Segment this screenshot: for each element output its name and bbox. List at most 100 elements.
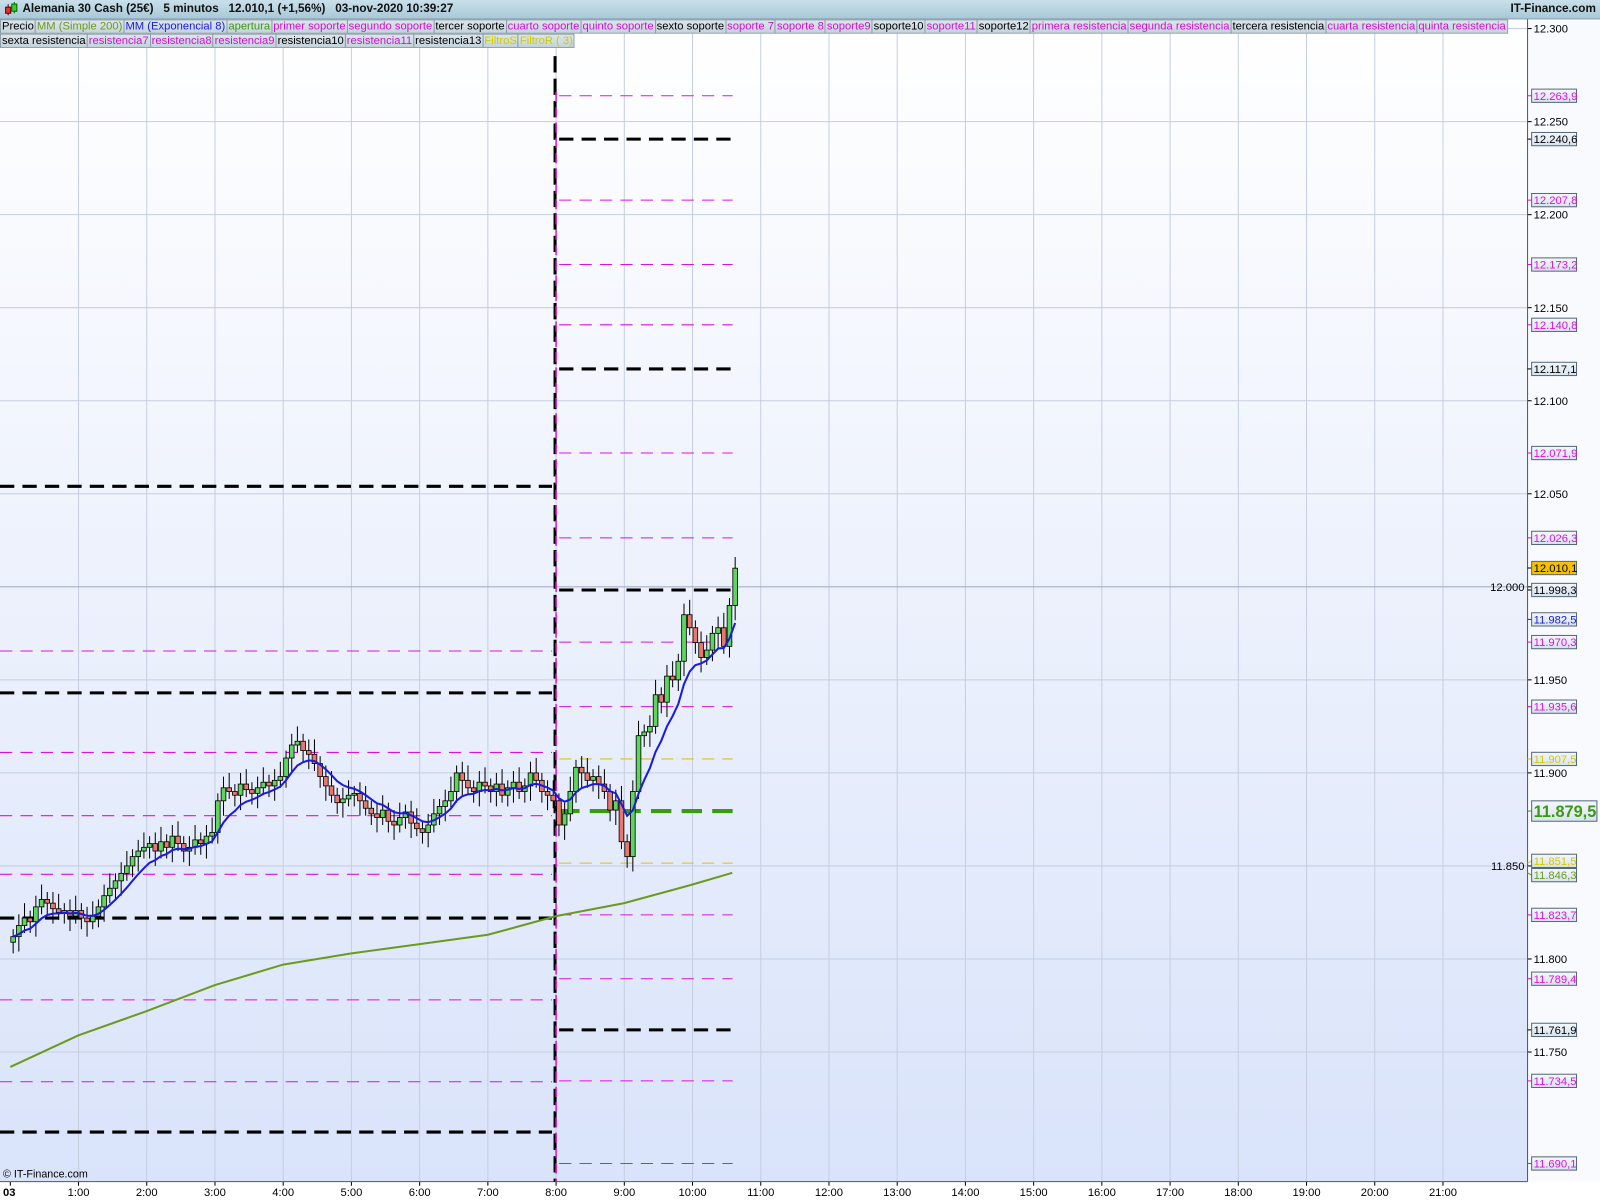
legend-item[interactable]: resistencia7 (86, 33, 151, 48)
candle-body (396, 817, 403, 826)
x-tick-label: 19:00 (1292, 1187, 1320, 1199)
candle (175, 821, 181, 852)
legend-item[interactable]: FiltroR ( 3) (517, 33, 575, 48)
candle-body (323, 776, 329, 787)
y-tick-label: 12.100 (1534, 396, 1568, 408)
legend-item[interactable]: primera resistencia (1029, 19, 1129, 34)
legend-item[interactable]: soporte 8 (774, 19, 826, 34)
candle (294, 726, 301, 753)
candle-body (334, 794, 340, 804)
candle-body (556, 800, 562, 826)
candle (698, 631, 704, 673)
candle-body (135, 850, 141, 858)
legend-item[interactable]: Precio (0, 19, 36, 34)
legend-item[interactable]: tercer soporte (433, 19, 507, 34)
candle (556, 793, 562, 837)
legend-item[interactable]: soporte11 (924, 19, 978, 34)
candle-body (271, 779, 278, 787)
x-tick-label: 11:00 (747, 1187, 774, 1199)
legend-item[interactable]: resistencia13 (413, 33, 484, 48)
candle-body (266, 781, 272, 787)
candle-body (647, 725, 653, 733)
legend-item[interactable]: segunda resistencia (1127, 19, 1232, 34)
legend-item[interactable]: cuarto soporte (505, 19, 582, 34)
candle (658, 687, 665, 714)
legend-item[interactable]: MM (Exponencial 8) (123, 19, 228, 34)
candle-body (16, 925, 22, 938)
y-tick-label: 11.800 (1534, 954, 1567, 966)
candle (396, 802, 403, 833)
candle (391, 810, 397, 840)
axis-label-box (1531, 1073, 1578, 1089)
legend-item[interactable]: primer soporte (271, 19, 348, 34)
legend-item[interactable]: quinto soporte (580, 19, 656, 34)
candle-body (294, 740, 301, 746)
candle (107, 873, 113, 904)
x-tick-label: 16:00 (1088, 1187, 1116, 1199)
candle-body (158, 841, 164, 852)
x-tick-label: 20:00 (1361, 1187, 1389, 1199)
candle (459, 761, 466, 796)
candle-body (55, 908, 62, 913)
legend-item[interactable]: tercera resistencia (1230, 19, 1327, 34)
axis-label-text: 12.173,2 (1534, 260, 1578, 272)
candle (220, 776, 227, 816)
candle (379, 795, 386, 826)
candle-body (436, 805, 443, 815)
candle-body (675, 660, 682, 681)
candle-body (340, 798, 346, 804)
legend-item[interactable]: soporte12 (976, 19, 1031, 34)
legend-item[interactable]: soporte10 (871, 19, 926, 34)
candle-body (681, 614, 687, 662)
legend-item[interactable]: quinta resistencia (1416, 19, 1508, 34)
candle (550, 780, 556, 809)
legend-item[interactable]: FiltroS (482, 33, 519, 48)
candle-body (232, 791, 238, 796)
candle-body (175, 835, 181, 845)
legend-item[interactable]: segundo soporte (346, 19, 435, 34)
candle-body (482, 781, 488, 787)
axis-label-box (1531, 317, 1578, 332)
legend-item[interactable]: soporte 7 (725, 19, 776, 34)
axis-label-box (1531, 582, 1578, 598)
candle-body (692, 627, 699, 644)
candle (584, 758, 591, 788)
brand-label[interactable]: IT-Finance.com (1510, 3, 1596, 16)
candle (135, 839, 141, 872)
candle-body (288, 744, 295, 759)
legend-item[interactable]: resistencia10 (275, 33, 346, 48)
x-tick-label: 10:00 (678, 1187, 706, 1199)
axis-label-box (1531, 560, 1578, 576)
legend-item[interactable]: resistencia9 (212, 33, 277, 48)
legend-row-2: sexta resistencia resistencia7 resistencia… (0, 33, 575, 48)
legend-item[interactable]: soporte9 (824, 19, 873, 34)
axis-label-box (1531, 699, 1578, 714)
candle (323, 765, 329, 801)
candle-body (368, 807, 375, 815)
candle-body (493, 783, 500, 792)
candle-body (459, 772, 466, 781)
candle-body (300, 740, 306, 751)
candle-body (618, 800, 625, 843)
legend-item[interactable]: cuarta resistencia (1325, 19, 1418, 34)
candle (470, 780, 477, 803)
sma200-line (9, 871, 733, 1068)
candle-body (505, 787, 511, 796)
legend-item[interactable]: apertura (226, 19, 273, 34)
legend-item[interactable]: sexto soporte (654, 19, 727, 34)
candle-body (220, 787, 227, 802)
candle (726, 597, 733, 658)
axis-label-tick (1527, 860, 1532, 864)
candle-body (442, 800, 448, 807)
axis-label-text: 11.970,3 (1534, 637, 1577, 649)
legend-item[interactable]: sexta resistencia (0, 33, 88, 48)
candle (266, 774, 272, 798)
legend-item[interactable]: resistencia8 (149, 33, 214, 48)
candle-body (237, 783, 244, 796)
legend-item[interactable]: MM (Simple 200) (34, 19, 125, 34)
candle (277, 761, 284, 788)
legend-item[interactable]: resistencia11 (344, 33, 415, 48)
candle-body (726, 605, 733, 647)
axis-label-box (1531, 1022, 1578, 1038)
